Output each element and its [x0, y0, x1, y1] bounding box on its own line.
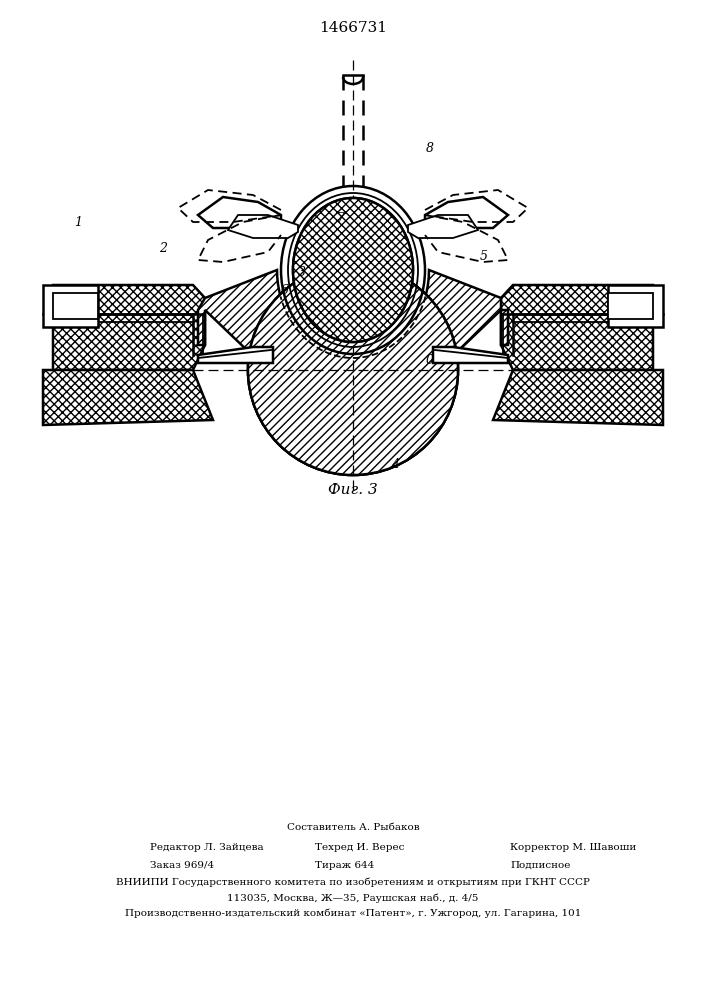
- Bar: [608, 293, 653, 319]
- Polygon shape: [493, 370, 663, 425]
- Bar: [43, 285, 98, 327]
- Circle shape: [250, 267, 456, 473]
- Text: Корректор М. Шавоши: Корректор М. Шавоши: [510, 844, 636, 852]
- Polygon shape: [408, 215, 478, 238]
- Polygon shape: [501, 285, 653, 370]
- Text: 113035, Москва, Ж—35, Раушская наб., д. 4/5: 113035, Москва, Ж—35, Раушская наб., д. …: [228, 893, 479, 903]
- Circle shape: [248, 265, 458, 475]
- Text: 2: 2: [159, 241, 167, 254]
- Polygon shape: [425, 197, 508, 228]
- Text: ВНИИПИ Государственного комитета по изобретениям и открытиям при ГКНТ СССР: ВНИИПИ Государственного комитета по изоб…: [116, 877, 590, 887]
- Text: 5: 5: [480, 249, 488, 262]
- Text: Редактор Л. Зайцева: Редактор Л. Зайцева: [150, 844, 264, 852]
- Text: Заказ 969/4: Заказ 969/4: [150, 860, 214, 869]
- Polygon shape: [198, 270, 508, 380]
- Text: 1: 1: [74, 216, 82, 229]
- Text: Тираж 644: Тираж 644: [315, 860, 374, 869]
- Text: Подписное: Подписное: [510, 860, 571, 869]
- Circle shape: [248, 265, 458, 475]
- Bar: [608, 285, 663, 327]
- Text: Техред И. Верес: Техред И. Верес: [315, 844, 404, 852]
- Text: 1466731: 1466731: [319, 21, 387, 35]
- Ellipse shape: [294, 199, 412, 341]
- Polygon shape: [228, 215, 298, 238]
- Text: Производственно-издательский комбинат «Патент», г. Ужгород, ул. Гагарина, 101: Производственно-издательский комбинат «П…: [125, 908, 581, 918]
- Polygon shape: [198, 197, 281, 228]
- Ellipse shape: [293, 198, 413, 342]
- Polygon shape: [198, 347, 273, 363]
- Text: Фиг. 3: Фиг. 3: [328, 483, 378, 497]
- Text: 7: 7: [336, 212, 344, 225]
- Text: 6: 6: [281, 284, 289, 296]
- Text: Составитель А. Рыбаков: Составитель А. Рыбаков: [286, 824, 419, 832]
- Text: 8: 8: [426, 141, 434, 154]
- Polygon shape: [53, 285, 205, 370]
- Circle shape: [248, 265, 458, 475]
- Polygon shape: [43, 370, 213, 425]
- Text: 0: 0: [426, 354, 434, 366]
- Polygon shape: [433, 347, 508, 363]
- Ellipse shape: [293, 198, 413, 342]
- Bar: [53, 293, 98, 319]
- Text: 3: 3: [298, 265, 306, 278]
- Text: 4: 4: [391, 458, 399, 472]
